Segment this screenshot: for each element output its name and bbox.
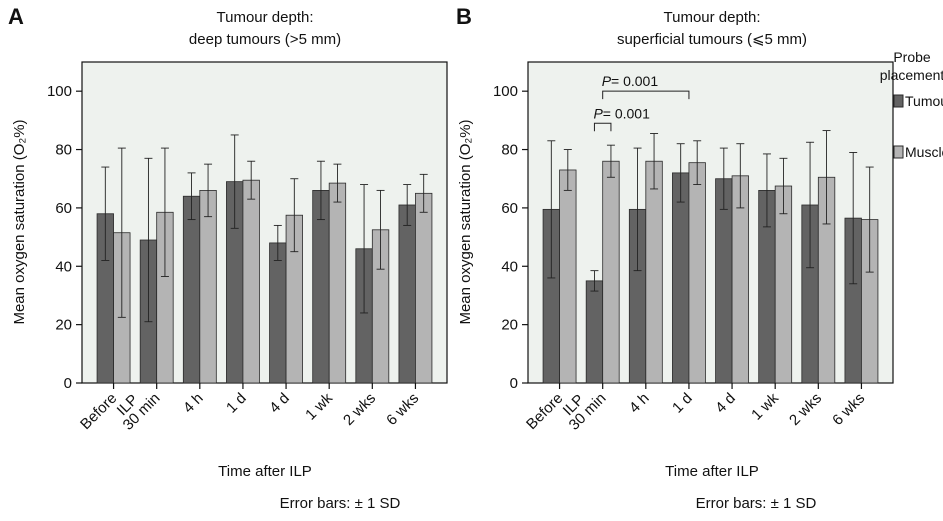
y-tick-label: 20 [55, 317, 72, 334]
panel-letter-b: B [456, 4, 472, 29]
legend-title-line1: Probe [893, 49, 931, 65]
muscle-bar [242, 179, 260, 384]
muscle-bar [559, 169, 577, 384]
x-tick-label: 6 wks [829, 390, 868, 429]
panel-b-xlabel: Time after ILP [665, 463, 759, 480]
panel-letter-a: A [8, 4, 24, 29]
x-tick-label: 4 h [626, 390, 653, 417]
y-tick-label: 40 [501, 258, 518, 275]
panel-a-xlabel: Time after ILP [218, 463, 312, 480]
plot-area-a [81, 61, 448, 384]
significance-bracket [602, 90, 690, 100]
x-tick-label: 2 wks [340, 390, 379, 429]
legend-label-tumour: Tumour [905, 93, 943, 109]
x-tick-label: 4 h [180, 390, 207, 417]
y-tick-label: 80 [501, 142, 518, 159]
legend-label-muscle: Muscle [905, 144, 943, 160]
significance-label: P= 0.001 [602, 73, 659, 89]
y-ticks-b: 0 20 40 60 80 100 [493, 83, 528, 392]
panel-a-ylabel: Mean oxygen saturation (O₂%) [11, 119, 28, 324]
tumour-bar [672, 172, 690, 384]
panel-b-error-note: Error bars: ± 1 SD [696, 495, 817, 512]
panel-b: B Tumour depth: superficial tumours (⩽5 … [456, 4, 894, 512]
y-tick-label: 0 [64, 375, 72, 392]
y-tick-label: 40 [55, 258, 72, 275]
panel-a-subtitle: deep tumours (>5 mm) [189, 31, 341, 48]
x-tick-label: 4 d [266, 390, 293, 417]
y-tick-label: 60 [55, 200, 72, 217]
tumour-bar [585, 280, 604, 384]
muscle-bar [199, 189, 217, 384]
legend-title-line2: placement [880, 67, 943, 83]
muscle-bar [328, 182, 347, 384]
muscle-bar [415, 192, 433, 384]
significance-bracket [593, 122, 612, 132]
bars-a [96, 179, 433, 384]
panel-a-error-note: Error bars: ± 1 SD [280, 495, 401, 512]
panel-a: A Tumour depth: deep tumours (>5 mm) 0 20… [8, 4, 448, 512]
y-tick-label: 0 [510, 375, 518, 392]
y-ticks-a: 0 20 40 60 80 100 [47, 83, 82, 392]
legend-swatch-muscle [893, 145, 904, 159]
x-tick-label: 1 wk [302, 389, 336, 423]
y-tick-label: 100 [493, 83, 518, 100]
significance-annotations: P= 0.001 P= 0.001 [593, 73, 690, 132]
error-bars-a [101, 134, 428, 323]
legend-swatch-tumour [893, 94, 904, 108]
y-tick-label: 60 [501, 200, 518, 217]
panel-b-title: Tumour depth: [664, 9, 761, 26]
muscle-bar [645, 160, 663, 384]
bars-b [542, 160, 879, 384]
plot-area-b [527, 61, 894, 384]
tumour-bar [269, 242, 287, 384]
panel-b-subtitle: superficial tumours (⩽5 mm) [617, 31, 807, 48]
muscle-bar [688, 162, 706, 384]
muscle-bar [774, 185, 793, 384]
x-tick-label: 1 wk [748, 389, 782, 423]
panel-b-ylabel: Mean oxygen saturation (O₂%) [457, 119, 474, 324]
x-tick-label: 6 wks [383, 390, 422, 429]
y-tick-label: 80 [55, 142, 72, 159]
error-bars-b [547, 130, 874, 292]
x-tick-label: 1 d [223, 390, 250, 417]
tumour-bar [182, 195, 201, 384]
y-tick-label: 100 [47, 83, 72, 100]
significance-label: P= 0.001 [593, 105, 650, 121]
x-tick-label: 2 wks [786, 390, 825, 429]
tumour-bar [398, 204, 416, 384]
panel-a-title: Tumour depth: [217, 9, 314, 26]
y-tick-label: 20 [501, 317, 518, 334]
muscle-bar [602, 160, 620, 384]
x-tick-label: 1 d [669, 390, 696, 417]
x-tick-label: 4 d [712, 390, 739, 417]
legend: Probe placement Tumour Muscle [880, 49, 943, 160]
